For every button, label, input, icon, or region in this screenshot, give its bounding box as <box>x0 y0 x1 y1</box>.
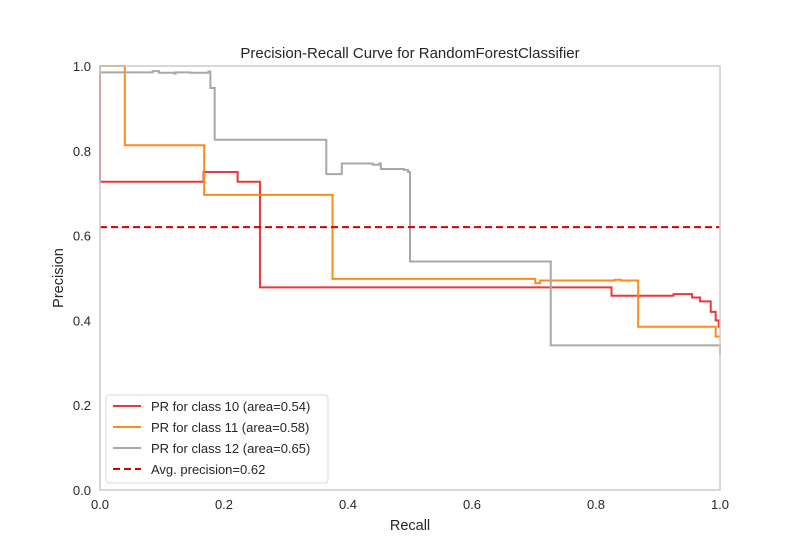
plot-frame <box>99 65 721 491</box>
legend-label: PR for class 11 (area=0.58) <box>151 420 309 435</box>
y-tick-label: 0.0 <box>73 483 91 498</box>
y-tick-label: 0.8 <box>73 144 91 159</box>
x-tick-label: 0.4 <box>339 497 357 512</box>
legend-label: Avg. precision=0.62 <box>151 462 265 477</box>
legend-label: PR for class 12 (area=0.65) <box>151 441 310 456</box>
ticks-layer: 0.0 0.2 0.4 0.6 0.8 1.0 0.0 0.2 0.4 0.6 0.8 1.0 <box>73 59 729 512</box>
x-tick-label: 1.0 <box>711 497 729 512</box>
pr-curve-class-12 <box>99 66 721 355</box>
pr-curve-class-11 <box>100 65 720 338</box>
y-tick-label: 0.6 <box>73 229 91 244</box>
x-tick-label: 0.0 <box>91 497 109 512</box>
legend-box <box>105 394 329 484</box>
chart-title: Precision-Recall Curve for RandomForestC… <box>240 45 579 62</box>
y-tick-label: 0.4 <box>73 313 91 328</box>
legend-label: PR for class 10 (area=0.54) <box>151 399 310 414</box>
y-tick-label: 0.2 <box>73 398 91 413</box>
x-axis-label: Recall <box>390 518 430 534</box>
x-tick-label: 0.8 <box>587 497 605 512</box>
x-tick-label: 0.2 <box>215 497 233 512</box>
y-tick-label: 1.0 <box>73 59 91 74</box>
pr-curve-class-10 <box>99 66 720 328</box>
y-axis-label: Precision <box>51 248 67 308</box>
x-tick-label: 0.6 <box>463 497 481 512</box>
legend: PR for class 10 (area=0.54) PR for class … <box>105 394 329 484</box>
series-layer <box>99 65 721 355</box>
